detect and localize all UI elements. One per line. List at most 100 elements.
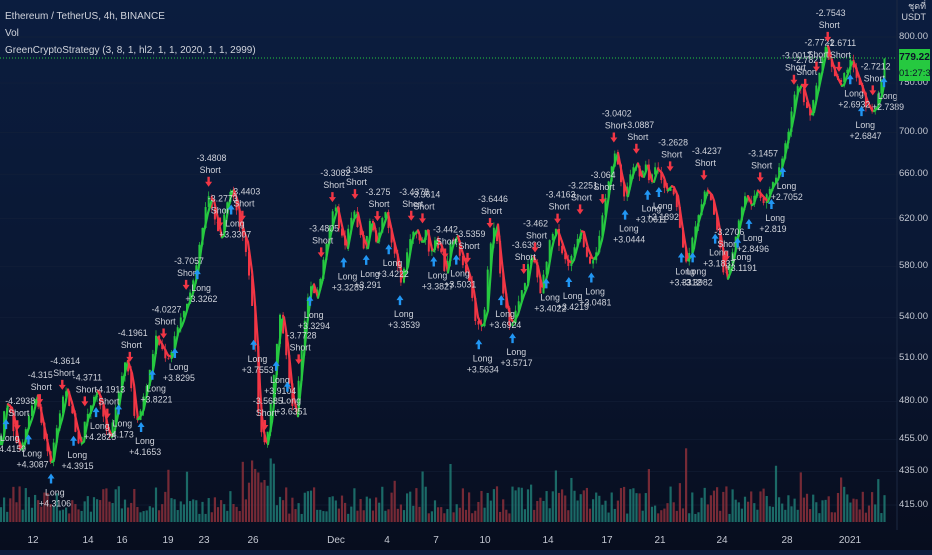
strategy-segment bbox=[796, 93, 798, 105]
strategy-segment bbox=[250, 257, 252, 272]
symbol-title[interactable]: Ethereum / TetherUS, 4h, BINANCE bbox=[5, 8, 256, 25]
signal-value-label: +4.1653 bbox=[129, 447, 161, 457]
signal-value-label: -4.315 bbox=[28, 370, 53, 380]
volume-bar bbox=[285, 487, 287, 522]
volume-bar bbox=[868, 506, 870, 522]
long-arrow-icon bbox=[475, 339, 482, 349]
volume-bar bbox=[90, 512, 92, 522]
volume-bar bbox=[220, 500, 222, 522]
volume-bar bbox=[493, 489, 495, 522]
volume-bar bbox=[366, 497, 368, 522]
volume-bar bbox=[518, 487, 520, 522]
volume-bar bbox=[577, 500, 579, 522]
price-tick-label: 700.00 bbox=[899, 126, 928, 137]
volume-bar bbox=[837, 493, 839, 522]
volume-bar bbox=[248, 483, 250, 522]
time-tick-label: 17 bbox=[601, 535, 612, 546]
signal-type-label: Long bbox=[304, 310, 324, 320]
volume-bar bbox=[732, 489, 734, 522]
signal-type-label: Long bbox=[540, 292, 560, 302]
volume-bar bbox=[589, 509, 591, 522]
volume-bar bbox=[341, 496, 343, 522]
strategy-segment bbox=[48, 444, 50, 453]
indicator-vol[interactable]: Vol bbox=[5, 25, 256, 42]
volume-bar bbox=[713, 491, 715, 522]
volume-bar bbox=[425, 487, 427, 522]
long-arrow-icon bbox=[340, 257, 347, 267]
signal-value-label: +3.5717 bbox=[501, 358, 533, 368]
volume-bar bbox=[676, 511, 678, 522]
strategy-segment bbox=[806, 95, 808, 103]
short-arrow-icon bbox=[487, 218, 494, 228]
price-tick-label: 580.00 bbox=[899, 260, 928, 271]
volume-bar bbox=[604, 501, 606, 522]
time-tick-label: 23 bbox=[198, 535, 209, 546]
volume-bar bbox=[301, 514, 303, 522]
volume-bar bbox=[800, 472, 802, 522]
volume-bar bbox=[697, 512, 699, 522]
volume-bar bbox=[304, 493, 306, 522]
volume-bar bbox=[15, 502, 17, 522]
strategy-segment bbox=[278, 339, 280, 358]
volume-bar bbox=[487, 493, 489, 522]
signal-value-label: -3.4808 bbox=[197, 153, 227, 163]
volume-bar bbox=[536, 501, 538, 522]
short-arrow-icon bbox=[160, 328, 167, 338]
volume-bar bbox=[831, 512, 833, 522]
volume-bar bbox=[453, 512, 455, 522]
volume-bar bbox=[694, 514, 696, 522]
volume-bar bbox=[511, 487, 513, 522]
signal-type-label: Long bbox=[383, 258, 403, 268]
volume-bar bbox=[738, 502, 740, 522]
volume-bar bbox=[102, 489, 104, 522]
signal-value-label: -2.6711 bbox=[827, 38, 856, 48]
signal-value-label: -3.4403 bbox=[230, 187, 260, 197]
volume-bar bbox=[87, 496, 89, 522]
volume-bar bbox=[409, 492, 411, 522]
volume-bar bbox=[245, 499, 247, 522]
signal-type-label: Short bbox=[413, 201, 435, 211]
volume-bar bbox=[648, 469, 650, 522]
candle-body bbox=[592, 260, 594, 263]
volume-bar bbox=[155, 488, 157, 522]
volume-bar bbox=[645, 493, 647, 522]
volume-bar bbox=[217, 507, 219, 522]
volume-bar bbox=[415, 488, 417, 522]
volume-bar bbox=[629, 489, 631, 522]
volume-bar bbox=[741, 509, 743, 522]
volume-bar bbox=[99, 500, 101, 522]
signal-type-label: Long bbox=[191, 283, 211, 293]
volume-bar bbox=[226, 511, 228, 522]
short-arrow-icon bbox=[59, 380, 66, 390]
signal-type-label: Short bbox=[256, 408, 278, 418]
strategy-segment bbox=[322, 272, 324, 282]
signal-type-label: Short bbox=[31, 382, 53, 392]
volume-bar bbox=[552, 491, 554, 522]
indicator-strategy[interactable]: GreenCryptoStrategy (3, 8, 1, hl2, 1, 1,… bbox=[5, 42, 256, 59]
volume-bar bbox=[623, 487, 625, 522]
volume-bar bbox=[874, 504, 876, 522]
signal-type-label: Long bbox=[507, 347, 527, 357]
signal-type-label: Short bbox=[627, 132, 649, 142]
long-arrow-icon bbox=[565, 277, 572, 287]
strategy-segment bbox=[204, 222, 206, 231]
axis-currency-note: ชุดที่ bbox=[902, 1, 927, 12]
strategy-segment bbox=[284, 317, 286, 330]
signal-type-label: Long bbox=[585, 287, 605, 297]
volume-bar bbox=[679, 483, 681, 522]
signal-type-label: Long bbox=[113, 418, 133, 428]
strategy-segment bbox=[576, 245, 578, 253]
strategy-segment bbox=[408, 254, 410, 266]
strategy-segment bbox=[504, 279, 506, 293]
long-arrow-icon bbox=[509, 333, 516, 343]
signal-value-label: -2.7212 bbox=[861, 61, 891, 71]
volume-bar bbox=[601, 505, 603, 522]
short-arrow-icon bbox=[419, 213, 426, 223]
volume-bar bbox=[242, 462, 244, 522]
signal-value-label: -3.7057 bbox=[174, 256, 204, 266]
volume-bar bbox=[614, 509, 616, 522]
